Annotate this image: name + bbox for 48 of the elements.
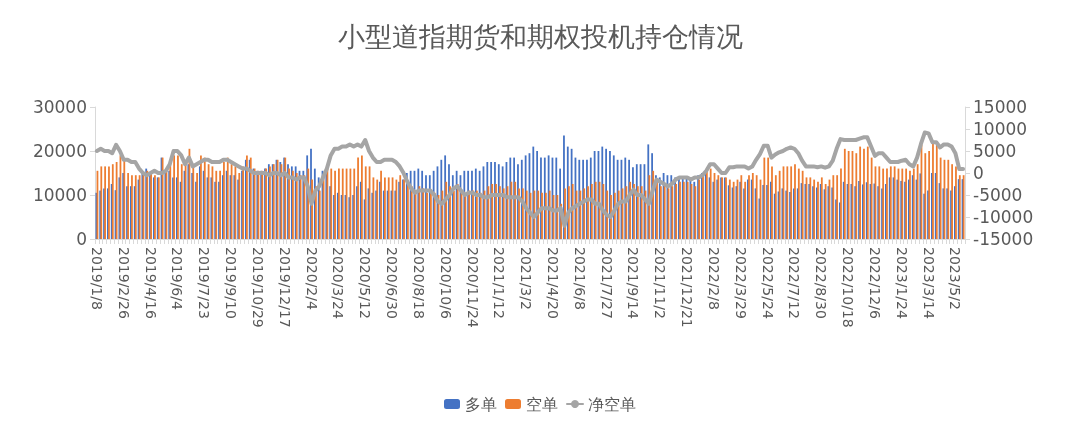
legend-label: 净空单	[588, 394, 636, 414]
y2-tick-label: -5000	[973, 185, 1023, 205]
x-tick-label: 2019/1/8	[88, 247, 105, 310]
x-tick-label: 2019/4/16	[142, 247, 159, 319]
x-tick-label: 2021/4/20	[545, 247, 561, 319]
y-tick-label: 20000	[32, 141, 87, 161]
y2-tick-label: 0	[973, 163, 984, 183]
x-tick-label: 2019/9/10	[223, 247, 240, 319]
x-tick-label: 2023/1/24	[893, 247, 910, 319]
x-tick-label: 2022/10/18	[840, 247, 857, 328]
x-tick-label: 2022/12/6	[866, 247, 883, 319]
x-tick-label: 2022/3/29	[732, 247, 749, 319]
x-tick-label: 2020/6/30	[384, 247, 401, 319]
x-tick-label: 2019/10/29	[249, 247, 266, 328]
x-tick-label: 2021/12/21	[679, 247, 696, 328]
x-tick-label: 2019/7/23	[196, 247, 213, 319]
x-tick-label: 2020/5/12	[357, 247, 374, 319]
x-tick-label: 2023/3/14	[920, 247, 937, 319]
y2-tick-label: 10000	[973, 119, 1028, 139]
x-tick-label: 2020/8/18	[410, 247, 427, 319]
y2-tick-label: 15000	[973, 97, 1028, 117]
x-tick-label: 2021/9/14	[625, 247, 642, 319]
x-tick-label: 2020/10/6	[437, 247, 454, 319]
x-tick-label: 2019/12/17	[276, 247, 293, 328]
x-tick-label: 2019/2/26	[115, 247, 132, 319]
y2-tick-label: -15000	[973, 229, 1034, 249]
legend-label: 多单	[465, 394, 497, 414]
x-tick-label: 2022/2/8	[705, 247, 722, 310]
x-tick-label: 2021/7/27	[598, 247, 615, 319]
x-tick-label: 2021/11/2	[652, 247, 669, 319]
y-tick-label: 30000	[32, 97, 87, 117]
x-tick-label: 2023/5/2	[947, 247, 964, 310]
x-tick-label: 2022/7/12	[786, 247, 803, 319]
x-tick-label: 2020/11/24	[464, 247, 481, 328]
y-tick-label: 0	[76, 229, 87, 249]
x-tick-label: 2022/8/30	[813, 247, 830, 319]
x-tick-label: 2022/5/24	[759, 247, 776, 319]
chart-title: 小型道指期货和期权投机持仓情况	[337, 21, 743, 52]
x-tick-label: 2020/3/24	[330, 247, 347, 319]
y2-tick-label: 5000	[973, 141, 1017, 161]
x-tick-label: 2019/6/4	[169, 247, 186, 310]
x-tick-label: 2021/1/12	[491, 247, 508, 319]
x-tick-label: 2021/3/2	[518, 247, 535, 310]
y-tick-label: 10000	[32, 185, 87, 205]
x-tick-label: 2021/6/8	[571, 247, 588, 310]
x-tick-label: 2020/2/4	[303, 247, 320, 310]
y2-tick-label: -10000	[973, 207, 1034, 227]
legend-label: 空单	[526, 394, 558, 414]
